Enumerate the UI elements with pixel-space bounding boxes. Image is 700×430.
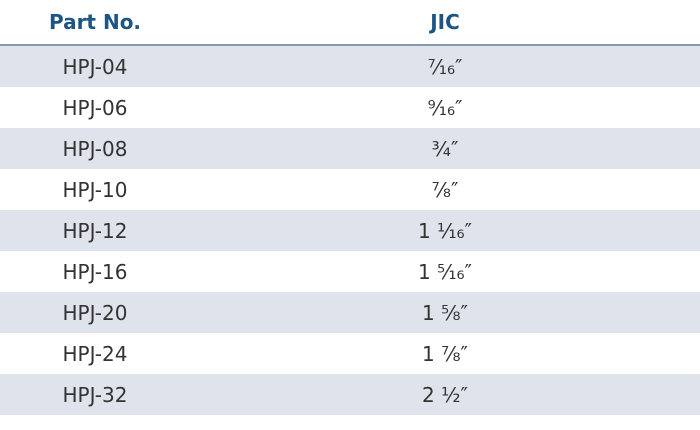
table-row: HPJ-20 1 ⁵⁄₈″ — [0, 292, 700, 333]
table-row: HPJ-12 1 ¹⁄₁₆″ — [0, 210, 700, 251]
table-row: HPJ-08 ³⁄₄″ — [0, 128, 700, 169]
part-number: HPJ-10 — [62, 177, 128, 202]
part-number: HPJ-32 — [0, 374, 190, 415]
part-number: HPJ-04 — [0, 45, 190, 87]
jic-size: 2 ¹⁄₂″ — [190, 374, 700, 415]
part-number: HPJ-16 — [62, 259, 128, 284]
table-row: HPJ-06 ⁹⁄₁₆″ — [0, 87, 700, 128]
table-row: HPJ-24 1 ⁷⁄₈″ — [0, 333, 700, 374]
part-number: HPJ-24 — [62, 341, 128, 366]
jic-size: 1 ⁵⁄₈″ — [190, 292, 700, 333]
header-cell: JIC — [190, 0, 700, 46]
jic-size: ⁷⁄₁₆″ — [190, 45, 700, 87]
table-row: HPJ-10 ⁷⁄₈″ — [0, 169, 700, 210]
part-number: HPJ-12 — [0, 210, 190, 251]
jic-size: 1 ¹⁄₁₆″ — [190, 210, 700, 251]
header-cell: Part No. — [0, 0, 190, 46]
part-number: HPJ-08 — [0, 128, 190, 169]
jic-size: ³⁄₄″ — [190, 128, 700, 169]
jic-size: 1 ⁵⁄₁₆″ — [418, 259, 472, 284]
parts-table: Part No. JIC HPJ-04 ⁷⁄₁₆″ HPJ-06 ⁹⁄₁₆″ HPJ-0… — [0, 0, 700, 415]
jic-size: ⁹⁄₁₆″ — [427, 95, 463, 120]
part-number: HPJ-06 — [62, 95, 128, 120]
header-row: Part No. JIC — [0, 0, 700, 46]
part-number: HPJ-20 — [0, 292, 190, 333]
jic-size: ⁷⁄₈″ — [431, 177, 459, 202]
table-row: HPJ-04 ⁷⁄₁₆″ — [0, 45, 700, 87]
table-row: HPJ-16 1 ⁵⁄₁₆″ — [0, 251, 700, 292]
jic-size: 1 ⁷⁄₈″ — [422, 341, 468, 366]
table-row: HPJ-32 2 ¹⁄₂″ — [0, 374, 700, 415]
table-body: HPJ-04 ⁷⁄₁₆″ HPJ-06 ⁹⁄₁₆″ HPJ-08 ³⁄₄″ HPJ-10 ⁷⁄… — [0, 45, 700, 415]
